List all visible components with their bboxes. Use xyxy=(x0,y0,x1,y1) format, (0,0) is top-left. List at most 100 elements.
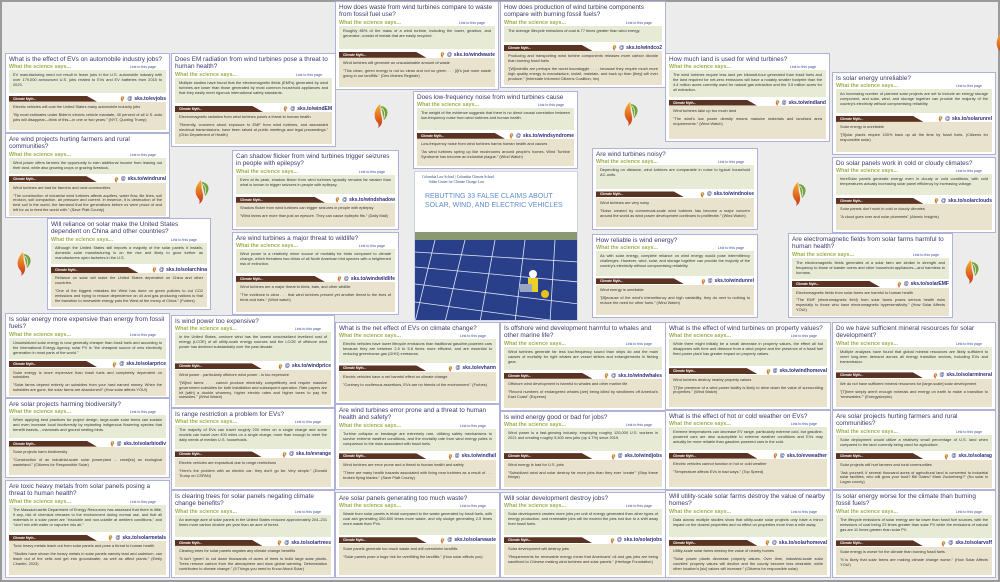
short-link[interactable]: @ sks.to/solarunrel xyxy=(938,115,992,123)
link-to-page[interactable]: Link to this page xyxy=(955,509,982,514)
short-link-url[interactable]: sks.to/windEM xyxy=(297,105,332,112)
link-to-page[interactable]: Link to this page xyxy=(790,334,817,339)
link-to-page[interactable]: Link to this page xyxy=(537,103,564,108)
short-link-url[interactable]: sks.to/evharm xyxy=(462,365,496,372)
short-link[interactable]: @ sks.to/windEM xyxy=(283,105,332,113)
link-to-page[interactable]: Link to this page xyxy=(912,252,939,257)
link-to-page[interactable]: Link to this page xyxy=(790,509,817,514)
short-link[interactable]: @ sks.to/solarclouds xyxy=(934,197,992,205)
short-link-url[interactable]: sks.to/solarwaste xyxy=(454,537,496,544)
link-to-page[interactable]: Link to this page xyxy=(717,160,744,165)
link-to-page[interactable]: Link to this page xyxy=(129,332,156,337)
short-link[interactable]: @ sks.to/windsyndrome xyxy=(509,132,574,140)
short-link-url[interactable]: sks.to/solarmineral xyxy=(946,372,992,379)
short-link-url[interactable]: sks.to/evweather xyxy=(786,452,827,459)
short-link-url[interactable]: sks.to/solarclouds xyxy=(948,197,992,204)
link-to-page[interactable]: Link to this page xyxy=(625,341,652,346)
link-to-page[interactable]: Link to this page xyxy=(458,20,485,25)
link-to-page[interactable]: Link to this page xyxy=(717,246,744,251)
link-to-page[interactable]: Link to this page xyxy=(625,20,652,25)
short-link[interactable]: @ sks.to/windnoise xyxy=(700,191,754,198)
short-link-url[interactable]: sks.to/windfail xyxy=(461,453,496,460)
short-link[interactable]: @ sks.to/windland xyxy=(775,99,826,107)
link-to-page[interactable]: Link to this page xyxy=(294,327,321,332)
short-link[interactable]: @ sks.to/solarmetals xyxy=(108,534,166,542)
short-link-url[interactable]: sks.to/solarprice xyxy=(126,361,166,368)
short-link-url[interactable]: sks.to/solarvsff xyxy=(955,540,992,547)
link-to-page[interactable]: Link to this page xyxy=(129,65,156,70)
short-link-url[interactable]: sks.to/solarchina xyxy=(166,266,207,273)
link-to-page[interactable]: Link to this page xyxy=(790,422,817,427)
link-to-page[interactable]: Link to this page xyxy=(294,509,321,514)
short-link-url[interactable]: sks.to/windwhales xyxy=(618,372,662,379)
short-link[interactable]: @ sks.to/solarjobs xyxy=(610,537,662,544)
link-to-page[interactable]: Link to this page xyxy=(789,65,816,70)
link-to-page[interactable]: Link to this page xyxy=(955,169,982,174)
short-link-url[interactable]: sks.to/solarEMF xyxy=(910,281,949,288)
link-to-page[interactable]: Link to this page xyxy=(459,423,486,428)
short-link-url[interactable]: sks.to/solarjobs xyxy=(623,537,662,544)
short-link[interactable]: @ sks.to/windco2 xyxy=(612,44,662,52)
short-link-url[interactable]: sks.to/windhomeval xyxy=(779,368,827,375)
short-link-url[interactable]: sks.to/windshadow xyxy=(349,196,395,203)
short-link[interactable]: @ sks.to/windwildlife xyxy=(337,275,395,283)
short-link-url[interactable]: sks.to/windwildlife xyxy=(350,275,395,282)
short-link[interactable]: @ sks.to/evjobs xyxy=(120,95,166,103)
link-to-page[interactable]: Link to this page xyxy=(955,341,982,346)
short-link-url[interactable]: sks.to/solarmetals xyxy=(122,534,166,541)
short-link[interactable]: @ sks.to/windrural xyxy=(114,176,166,183)
short-link-url[interactable]: sks.to/windsyndrome xyxy=(522,132,574,139)
short-link-url[interactable]: sks.to/solarhomeval xyxy=(778,539,827,546)
short-link[interactable]: @ sks.to/solarchina xyxy=(152,266,207,274)
short-link[interactable]: @ sks.to/windwhales xyxy=(604,372,662,380)
short-link[interactable]: @ sks.to/solarEMF xyxy=(897,281,949,288)
short-link[interactable]: @ sks.to/windjobs xyxy=(611,453,662,460)
short-link-url[interactable]: sks.to/solarunrel xyxy=(951,115,992,122)
short-link[interactable]: @ sks.to/evrange xyxy=(282,451,331,458)
link-to-page[interactable]: Link to this page xyxy=(294,420,321,425)
link-to-page[interactable]: Link to this page xyxy=(955,84,982,89)
link-to-page[interactable]: Link to this page xyxy=(295,72,322,77)
link-to-page[interactable]: Link to this page xyxy=(459,334,486,339)
link-to-page[interactable]: Link to this page xyxy=(459,504,486,509)
short-link[interactable]: @ sks.to/windfail xyxy=(448,453,496,460)
link-to-page[interactable]: Link to this page xyxy=(358,169,385,174)
short-link-url[interactable]: sks.to/solartrees xyxy=(291,539,331,546)
short-link[interactable]: @ sks.to/solarhomeval xyxy=(765,539,827,547)
short-link[interactable]: @ sks.to/solarag xyxy=(944,453,992,460)
link-to-page[interactable]: Link to this page xyxy=(955,429,982,434)
short-link[interactable]: @ sks.to/solarvsff xyxy=(941,540,992,547)
short-link-url[interactable]: sks.to/windprice xyxy=(291,363,331,370)
short-link[interactable]: @ sks.to/solarbiodiv xyxy=(110,440,166,448)
short-link[interactable]: @ sks.to/evharm xyxy=(448,365,496,372)
link-to-page[interactable]: Link to this page xyxy=(170,237,197,242)
short-link[interactable]: @ sks.to/solarprice xyxy=(112,361,166,368)
short-link-url[interactable]: sks.to/evrange xyxy=(295,451,331,458)
link-to-page[interactable]: Link to this page xyxy=(358,244,385,249)
short-link[interactable]: @ sks.to/windhomeval xyxy=(766,368,827,375)
short-link-url[interactable]: sks.to/windnoise xyxy=(713,191,754,198)
short-link-url[interactable]: sks.to/windjobs xyxy=(624,453,662,460)
short-link[interactable]: @ sks.to/windprice xyxy=(278,363,331,370)
short-link[interactable]: @ sks.to/solarmineral xyxy=(933,372,992,379)
short-link-url[interactable]: sks.to/evjobs xyxy=(134,95,166,102)
link-to-page[interactable]: Link to this page xyxy=(625,504,652,509)
short-link-url[interactable]: sks.to/windunrel xyxy=(714,278,754,285)
myth-quote: "Noise created by commercial-scale wind … xyxy=(600,207,750,218)
link-to-page[interactable]: Link to this page xyxy=(129,499,156,504)
short-link-url[interactable]: sks.to/solarbiodiv xyxy=(123,440,166,447)
link-to-page[interactable]: Link to this page xyxy=(129,152,156,157)
link-to-page[interactable]: Link to this page xyxy=(625,423,652,428)
short-link-url[interactable]: sks.to/windrural xyxy=(127,176,166,183)
short-link-url[interactable]: sks.to/windco2 xyxy=(626,44,662,51)
short-link-url[interactable]: sks.to/windwaste xyxy=(453,51,495,58)
short-link[interactable]: @ sks.to/windshadow xyxy=(335,196,395,204)
short-link-url[interactable]: sks.to/windland xyxy=(788,99,826,106)
short-link[interactable]: @ sks.to/windunrel xyxy=(701,278,754,285)
short-link[interactable]: @ sks.to/windwaste xyxy=(440,51,495,59)
short-link[interactable]: @ sks.to/solartrees xyxy=(277,539,331,547)
short-link[interactable]: @ sks.to/evweather xyxy=(773,452,827,460)
short-link-url[interactable]: sks.to/solarag xyxy=(958,453,992,460)
short-link[interactable]: @ sks.to/solarwaste xyxy=(440,537,496,544)
link-to-page[interactable]: Link to this page xyxy=(129,410,156,415)
